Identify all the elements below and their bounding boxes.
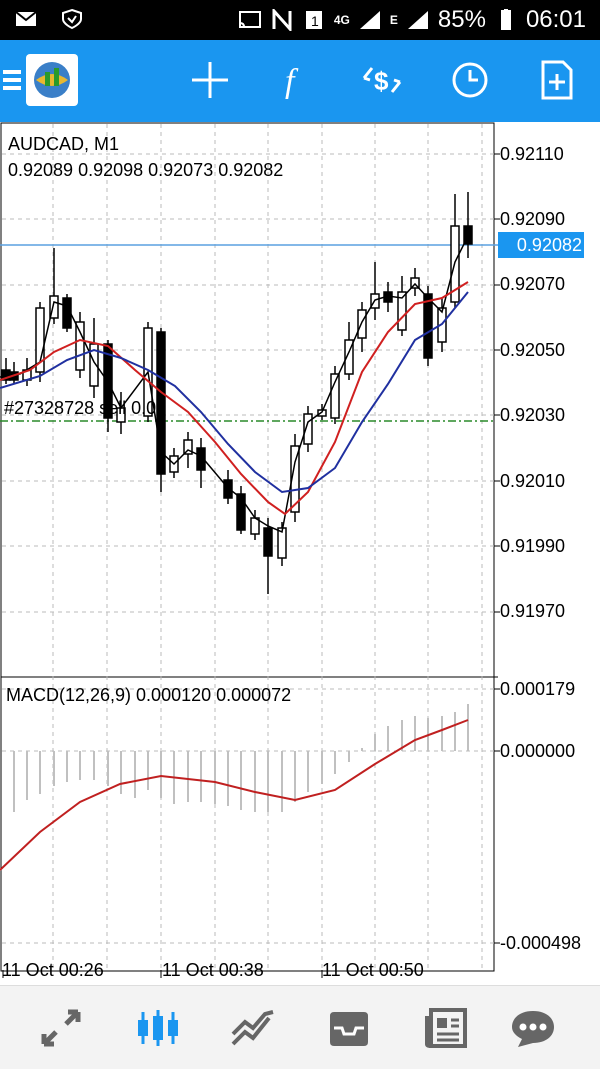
macd-signal-line [0, 719, 469, 871]
clock-time: 06:01 [525, 6, 586, 33]
candle-body [196, 447, 206, 471]
chat-tab[interactable] [509, 1004, 557, 1052]
candle-body [423, 293, 433, 359]
objects-button[interactable]: $ [360, 58, 404, 102]
news-icon [425, 1008, 467, 1048]
chat-icon [512, 1011, 554, 1047]
chart-icon [138, 1010, 178, 1046]
trade-icon [231, 1010, 274, 1046]
e-label: E [389, 13, 398, 27]
history-icon [330, 1012, 368, 1046]
candle-body [357, 309, 367, 339]
quotes-tab[interactable] [37, 1004, 85, 1052]
candle-body [223, 479, 233, 499]
bottom-navigation [0, 985, 600, 1069]
macd-label: MACD(12,26,9) 0.000120 0.000072 [6, 685, 292, 705]
app-logo[interactable] [26, 54, 78, 106]
signal-icon [359, 11, 380, 29]
candle-body [263, 527, 273, 557]
order-label: #27328728 sell 0.01 [4, 398, 167, 418]
time-tick: 11 Oct 00:50 [322, 960, 424, 980]
quotes-icon [41, 1009, 81, 1047]
cast-icon [238, 11, 261, 28]
price-tick: 0.92070 [500, 274, 566, 294]
history-tab[interactable] [325, 1004, 373, 1052]
price-tick: 0.92030 [500, 405, 566, 425]
top-toolbar: f $ [0, 40, 600, 122]
time-tick: 11 Oct 00:38 [162, 960, 264, 980]
sim-1-icon: 1 [305, 11, 322, 29]
indicator-icon: f [285, 63, 299, 100]
ohlc-label: 0.92089 0.92098 0.92073 0.92082 [8, 160, 284, 180]
candle-body [317, 409, 327, 417]
candle-body [330, 373, 340, 419]
candle-body [35, 307, 45, 373]
n-icon [272, 9, 292, 31]
candle-body [156, 331, 166, 475]
candle-body [183, 439, 193, 455]
news-tab[interactable] [422, 1004, 470, 1052]
shield-icon [62, 8, 82, 30]
time-tick: 11 Oct 00:26 [2, 960, 104, 980]
price-tick: 0.91970 [500, 601, 566, 621]
new-order-button[interactable] [535, 58, 579, 102]
price-tick: 0.92010 [500, 471, 566, 491]
macd-tick: 0.000000 [500, 741, 576, 761]
crosshair-icon [192, 62, 228, 98]
current-price-label: 0.92082 [498, 232, 584, 258]
svg-text:1: 1 [311, 13, 319, 29]
signal-2-icon [407, 11, 428, 29]
price-tick: 0.92110 [500, 144, 564, 164]
price-tick: 0.91990 [500, 536, 566, 556]
svg-text:$: $ [374, 66, 389, 96]
indicators-button[interactable]: f [273, 58, 317, 102]
menu-icon [3, 70, 21, 90]
price-chart[interactable] [0, 122, 600, 985]
crosshair-button[interactable] [188, 58, 232, 102]
battery-percent: 85% [437, 6, 486, 33]
chart-tab[interactable] [134, 1004, 182, 1052]
price-line [0, 235, 469, 534]
candle-body [75, 321, 85, 371]
app-logo-icon [34, 62, 70, 98]
timeframe-icon [452, 62, 488, 98]
objects-icon: $ [362, 66, 402, 96]
price-tick: 0.92050 [500, 340, 566, 360]
candle-body [397, 291, 407, 331]
chart-area[interactable]: AUDCAD, M1 0.92089 0.92098 0.92073 0.920… [0, 122, 600, 985]
candle-body [463, 225, 473, 245]
timeframe-button[interactable] [448, 58, 492, 102]
candle-body [49, 295, 59, 319]
candle-body [290, 445, 300, 513]
fast-ma-line [0, 281, 469, 516]
macd-tick: -0.000498 [500, 933, 582, 953]
svg-text:f: f [285, 63, 299, 100]
symbol-timeframe-label: AUDCAD, M1 [8, 134, 120, 154]
mail-icon [15, 11, 37, 26]
price-tick: 0.92090 [500, 209, 566, 229]
new-order-icon [541, 60, 573, 100]
battery-icon [500, 9, 511, 30]
trade-tab[interactable] [229, 1004, 277, 1052]
candle-body [303, 413, 313, 445]
candle-body [344, 339, 354, 375]
slow-ma-line [0, 291, 469, 494]
chart-frame [0, 122, 495, 972]
candle-body [236, 493, 246, 531]
network-type-label: 4G [333, 13, 350, 27]
status-bar: 1 4G E 85% 06:01 [0, 0, 600, 40]
macd-tick: 0.000179 [500, 679, 576, 699]
menu-button[interactable] [0, 58, 26, 102]
